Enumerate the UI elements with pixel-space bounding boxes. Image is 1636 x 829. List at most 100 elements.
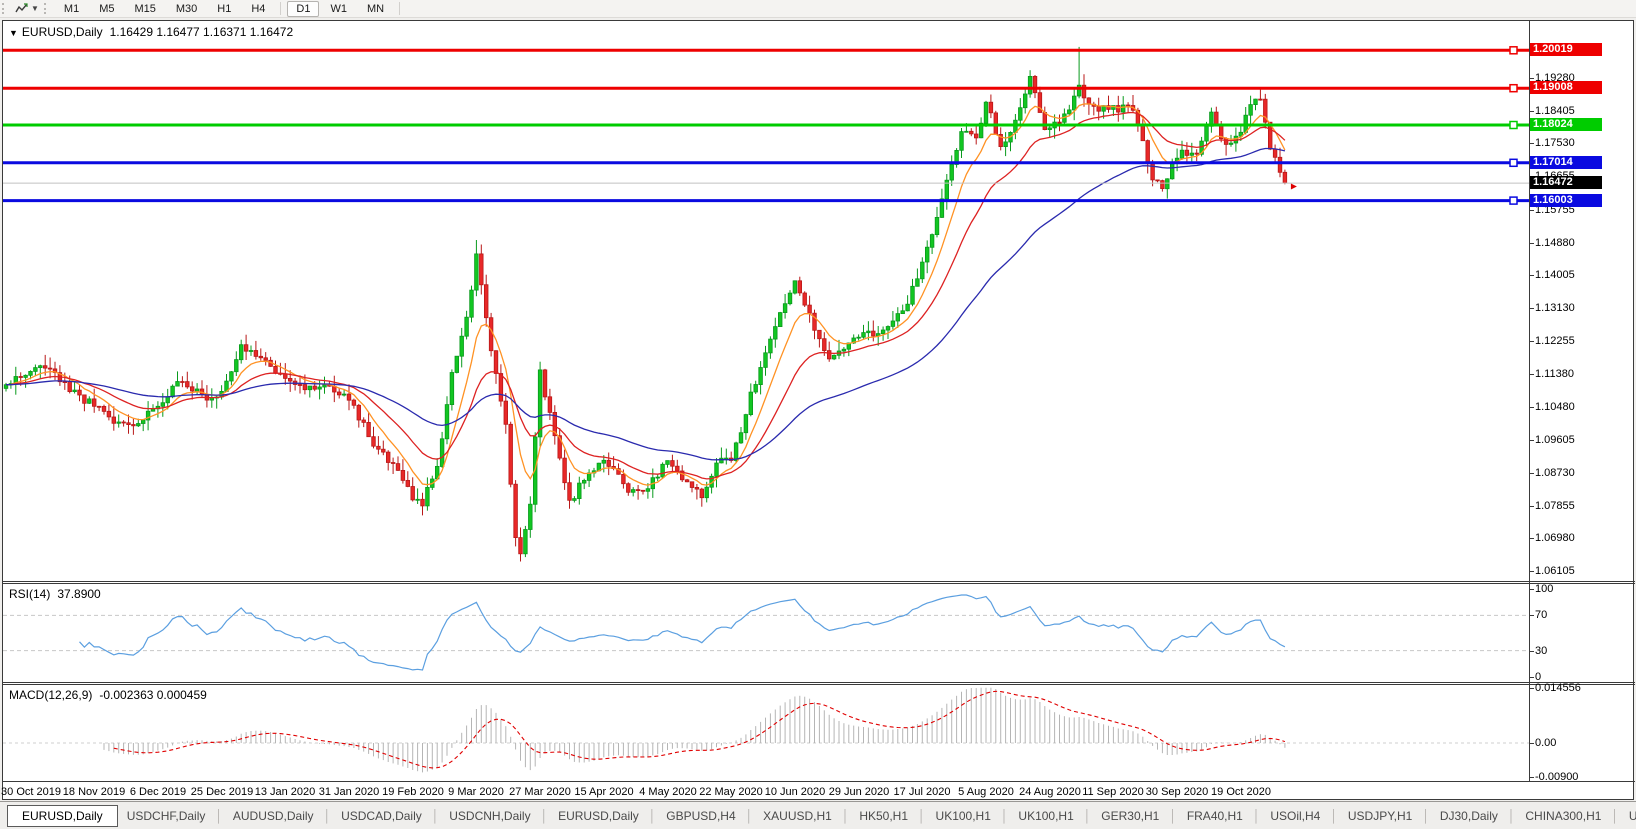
axis-tick [1529,440,1534,441]
macd-pane[interactable] [3,685,1635,781]
axis-tick [1529,243,1534,244]
axis-tick [1529,571,1534,572]
horizontal-line-1.20019[interactable] [3,46,1529,55]
timeframe-button-h4[interactable]: H4 [251,2,266,15]
symbol-tab-uk100-h1[interactable]: UK100,H1 [935,808,991,823]
symbol-dropdown-icon: ▼ [9,28,18,38]
chart-title: ▼ EURUSD,Daily 1.16429 1.16477 1.16371 1.1… [9,25,293,39]
rsi-tick-label: 100 [1535,583,1554,595]
timeframe-button-mn[interactable]: MN [366,2,385,15]
timeframe-button-m1[interactable]: M1 [63,2,80,15]
axis-tick [1529,143,1534,144]
price-tick-label: 1.08730 [1535,467,1575,479]
timeframe-button-m5[interactable]: M5 [99,2,115,15]
price-level-badge: 1.18024 [1530,118,1602,131]
rsi-line [79,594,1286,671]
chart-tool-button[interactable]: ▼ [12,2,42,15]
symbol-tab-ger30-h1[interactable]: GER30,H1 [1101,808,1160,823]
horizontal-line-1.16003[interactable] [3,196,1529,205]
symbol-tab-uk100-h1[interactable]: UK100,H1 [1018,808,1074,823]
tab-separator: │ [540,808,549,823]
symbol-tab-usoil-h4[interactable]: USOil,H4 [1270,808,1321,823]
tab-separator: │ [323,808,332,823]
timeframe-button-h1[interactable]: H1 [217,2,232,15]
symbol-tab-hk50-h1[interactable]: HK50,H1 [859,808,909,823]
symbol-tab-usdcad-daily[interactable]: USDCAD,Daily [341,808,422,823]
timeframe-button-m30[interactable]: M30 [175,2,198,15]
tab-separator: │ [1000,808,1009,823]
symbol-tab-audusd-daily[interactable]: AUDUSD,Daily [232,808,314,823]
macd-tick-label: 0.014556 [1535,682,1581,694]
chart-symbol-label: EURUSD,Daily [21,25,103,39]
symbol-tab-usdcnh-daily[interactable]: USDCNH,Daily [449,808,531,823]
toolbar-grip[interactable] [43,3,50,14]
axis-tick [1529,78,1534,79]
macd-indicator-values: -0.002363 0.000459 [99,688,207,702]
toolbar-grip[interactable] [2,3,8,14]
price-axis-line [1529,21,1530,782]
symbol-tab-eurusd-daily[interactable]: EURUSD,Daily [558,808,639,823]
rsi-indicator-value: 37.8900 [57,587,101,601]
price-marker-icon [1290,183,1297,190]
rsi-pane[interactable] [3,584,1635,682]
symbol-tab-fra40-h1[interactable]: FRA40,H1 [1186,808,1243,823]
axis-tick [1529,615,1534,616]
symbol-tab-china300-h1[interactable]: CHINA300,H1 [1525,808,1602,823]
tab-separator: │ [918,808,926,823]
axis-tick [1529,506,1534,507]
price-tick-label: 1.14005 [1535,269,1575,281]
price-tick-label: 1.17530 [1535,137,1575,149]
date-tick-label: 30 Sep 2020 [1145,786,1209,798]
symbol-tab-dj30-daily[interactable]: DJ30,Daily [1439,808,1498,823]
date-tick-label: 27 Mar 2020 [509,786,571,798]
pane-separator [3,781,1635,782]
date-tick-label: 22 May 2020 [699,786,763,798]
date-tick-label: 13 Jan 2020 [254,786,316,798]
pane-separator[interactable] [3,682,1635,683]
tab-separator: │ [215,808,223,823]
timeframe-button-m15[interactable]: M15 [134,2,156,15]
price-tick-label: 1.11380 [1535,368,1574,380]
symbol-tab-usdchf-daily[interactable]: USDCHF,Daily [126,808,206,823]
axis-tick [1529,308,1534,309]
top-toolbar: ▼ M1 M5 M15 M30 H1 H4 D1 W1 MN [0,0,1636,18]
date-tick-label: 10 Jun 2020 [764,786,826,798]
price-chart-pane[interactable] [3,21,1635,580]
pane-separator[interactable] [3,581,1635,582]
axis-tick [1529,111,1534,112]
date-tick-label: 6 Dec 2019 [129,786,187,798]
symbol-tab-eurusd-daily[interactable]: EURUSD,Daily [7,804,118,827]
chevron-down-icon: ▼ [31,4,39,13]
axis-tick [1529,275,1534,276]
chart-line-icon [15,3,28,13]
price-tick-label: 1.12255 [1535,335,1575,347]
date-tick-label: 5 Aug 2020 [958,786,1014,798]
horizontal-line-1.18024[interactable] [3,120,1529,130]
horizontal-line-1.17014[interactable] [3,158,1529,168]
tab-separator: │ [841,808,850,823]
axis-tick [1529,743,1534,744]
chart-window[interactable]: ▼ EURUSD,Daily 1.16429 1.16477 1.16371 1.1… [1,20,1635,800]
macd-tick-label: 0.00 [1535,737,1557,749]
price-tick-label: 1.06105 [1535,565,1575,577]
moving-average-8 [5,103,1286,486]
axis-tick [1529,210,1534,211]
macd-tick-label: -0.00900 [1535,771,1579,783]
price-level-badge: 1.17014 [1530,156,1602,169]
date-tick-label: 29 Jun 2020 [828,786,890,798]
horizontal-line-1.19008[interactable] [3,83,1529,93]
tab-separator: │ [1252,808,1261,823]
symbol-tab-usdjpy-h1[interactable]: USDJPY,H1 [1347,808,1413,823]
timeframe-button-w1[interactable]: W1 [330,2,347,15]
pane-separator [3,684,1635,685]
pane-separator [3,583,1635,584]
axis-tick [1529,651,1534,652]
timeframe-button-d1[interactable]: D1 [287,0,320,17]
symbol-tab-xauusd-h1[interactable]: XAUUSD,H1 [763,808,832,823]
price-level-badge: 1.16003 [1530,194,1602,207]
axis-tick [1529,473,1534,474]
tab-separator: │ [431,808,440,823]
tab-separator: │ [1169,808,1177,823]
symbol-tab-gbpusd-h4[interactable]: GBPUSD,H4 [666,808,736,823]
symbol-tab-usoil-h1[interactable]: USOil,H1 [1628,808,1636,823]
